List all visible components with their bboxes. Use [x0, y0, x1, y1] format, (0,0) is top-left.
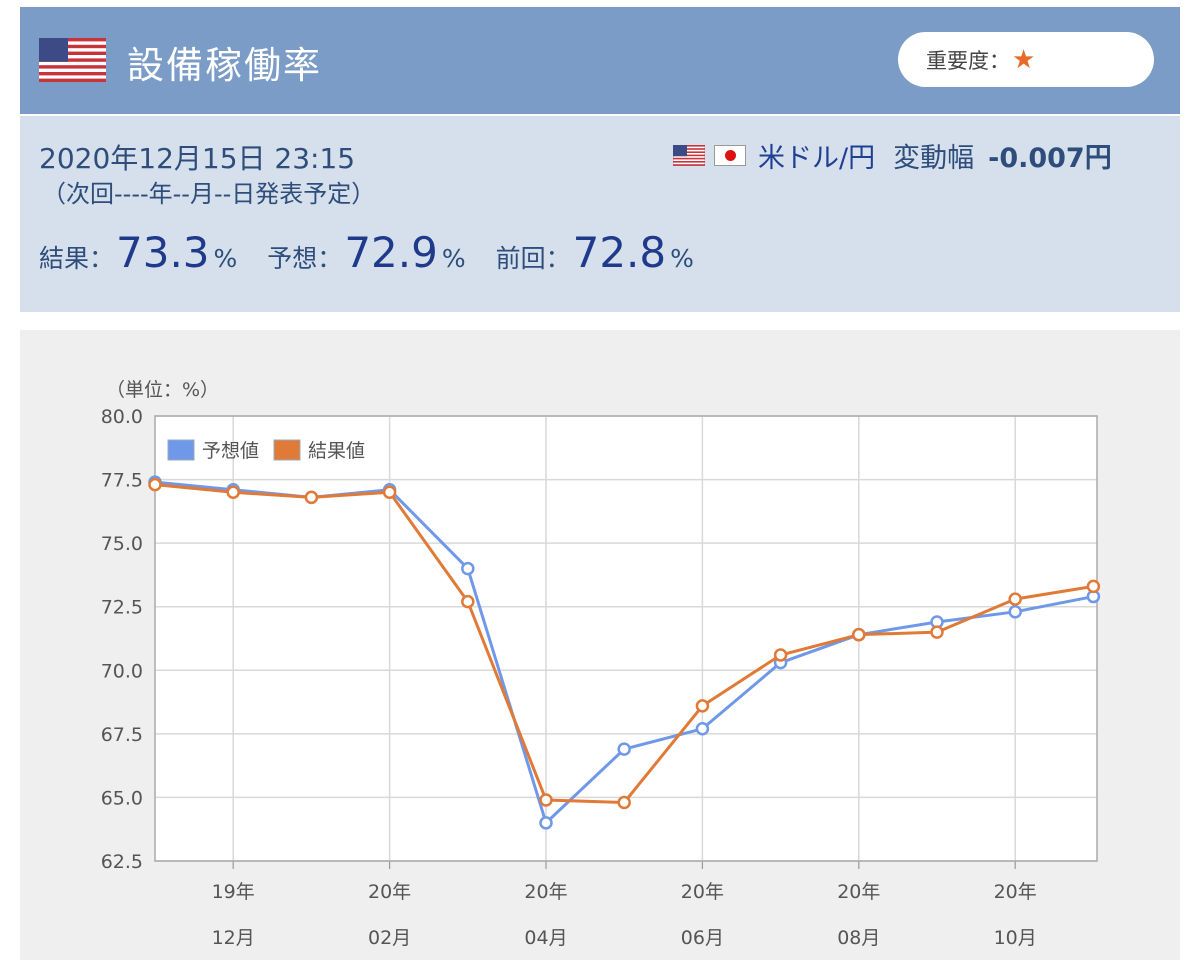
range-value: -0.007円 [988, 143, 1112, 174]
data-point-result [930, 625, 944, 639]
x-tick-year: 20年 [681, 881, 724, 903]
previous-value: 72.8 [572, 228, 667, 277]
data-point-result [304, 490, 319, 505]
currency-pair-info: 米ドル/円 変動幅 -0.007円 [673, 136, 1112, 175]
data-point-result [148, 477, 162, 492]
us-flag-icon [39, 38, 106, 82]
x-tick-month: 06月 [681, 927, 724, 949]
release-datetime: 2020年12月15日 23:15 [39, 142, 356, 175]
star-icon: ★ [1012, 44, 1036, 75]
x-tick-month: 10月 [994, 927, 1037, 949]
page-title: 設備稼働率 [127, 44, 322, 87]
data-point-forecast [539, 816, 553, 830]
x-tick-month: 12月 [212, 927, 255, 949]
forecast-unit: % [441, 244, 466, 273]
plot-border [154, 415, 1098, 862]
y-tick-label: 62.5 [101, 851, 143, 873]
legend-label-forecast: 予想値 [202, 440, 259, 462]
legend-swatch-result [273, 439, 301, 461]
data-point-forecast [617, 742, 631, 756]
data-point-result [773, 648, 788, 662]
data-point-result [539, 793, 553, 807]
result-unit: % [213, 244, 238, 273]
previous-unit: % [670, 244, 694, 273]
x-tick-year: 20年 [368, 881, 411, 903]
range-label: 変動幅 [893, 143, 975, 174]
y-tick-label: 72.5 [101, 597, 143, 619]
data-point-result [852, 627, 866, 642]
data-point-result [226, 485, 240, 500]
data-point-result [695, 699, 710, 713]
data-point-result [461, 594, 475, 609]
data-point-forecast [1008, 605, 1022, 619]
x-tick-year: 20年 [994, 881, 1037, 903]
line-chart: （単位：%） 80.0 77.5 75.0 72.5 70.0 67.5 65.0 62.5 1… [101, 379, 1101, 949]
forecast-value: 72.9 [344, 228, 438, 277]
forecast-label: 予想： [267, 244, 343, 273]
result-value: 73.3 [116, 228, 210, 277]
importance-badge: 重要度： ★ [898, 32, 1154, 87]
y-tick-label: 75.0 [101, 533, 143, 555]
data-point-forecast [461, 561, 475, 576]
x-tick-month: 02月 [368, 927, 411, 949]
next-release: （次回----年--月--日発表予定） [42, 180, 376, 208]
legend-label-result: 結果値 [308, 440, 365, 462]
data-point-result [1086, 579, 1101, 594]
x-tick-year: 19年 [212, 881, 255, 903]
data-point-result [1008, 592, 1022, 606]
y-tick-label: 77.5 [101, 470, 143, 492]
data-point-result [617, 795, 631, 810]
importance-label: 重要度： [926, 48, 1010, 73]
currency-pair-link[interactable]: 米ドル/円 [758, 143, 876, 174]
unit-label: （単位：%） [106, 379, 219, 401]
y-tick-label: 70.0 [101, 660, 143, 682]
y-tick-label: 67.5 [101, 724, 143, 746]
us-flag-icon [673, 145, 705, 166]
data-point-result [382, 485, 397, 500]
jp-flag-icon [714, 145, 746, 166]
x-tick-year: 20年 [837, 881, 880, 903]
y-tick-label: 80.0 [101, 406, 143, 428]
previous-label: 前回： [495, 244, 571, 273]
indicator-header: 設備稼働率 重要度： ★ [20, 7, 1180, 114]
chart-panel: （単位：%） 80.0 77.5 75.0 72.5 70.0 67.5 65.0 62.5 1… [20, 330, 1180, 960]
data-point-forecast [695, 722, 710, 736]
result-label: 結果： [39, 244, 115, 273]
y-tick-label: 65.0 [101, 787, 143, 809]
plot-area [155, 416, 1097, 861]
legend-swatch-forecast [167, 439, 195, 461]
stats-row: 結果： 73.3 % 予想： 72.9 % 前回： 72.8 % [39, 228, 694, 277]
x-tick-month: 04月 [524, 927, 567, 949]
release-info-panel: 2020年12月15日 23:15 （次回----年--月--日発表予定） 米ド… [20, 116, 1180, 312]
x-tick-year: 20年 [524, 881, 567, 903]
x-tick-month: 08月 [837, 927, 880, 949]
